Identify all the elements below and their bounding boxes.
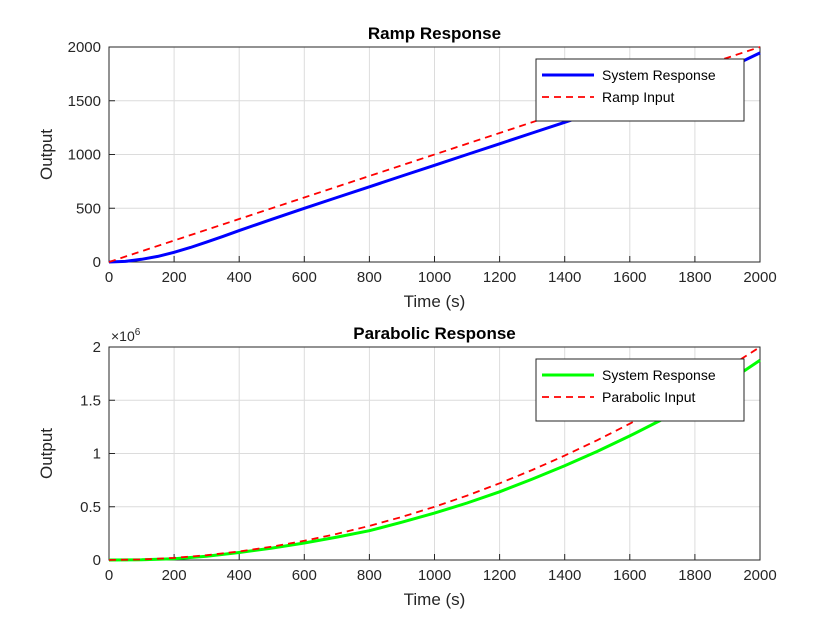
exponent-power: 6: [135, 327, 141, 338]
series-line-1: [108, 359, 761, 562]
x-tick-label: 1800: [678, 269, 711, 286]
x-tick-label: 1600: [613, 567, 646, 584]
x-tick-label: 400: [227, 269, 252, 286]
plot-border: [108, 346, 761, 561]
y-exponent-label: ×106: [111, 327, 141, 344]
x-tick-label: 600: [292, 567, 317, 584]
y-axis-label: Output: [37, 129, 56, 180]
x-tick-label: 200: [162, 269, 187, 286]
legend-label: Ramp Input: [602, 89, 674, 105]
legend-label: System Response: [602, 67, 716, 83]
x-axis-label: Time (s): [404, 590, 466, 609]
y-tick-label: 1: [93, 446, 101, 463]
legend-label: System Response: [602, 367, 716, 383]
x-tick-label: 800: [357, 269, 382, 286]
x-tick-label: 1800: [678, 567, 711, 584]
x-tick-label: 2000: [743, 269, 776, 286]
y-tick-label: 2000: [68, 39, 101, 56]
x-tick-label: 2000: [743, 567, 776, 584]
chart-title: Ramp Response: [368, 24, 501, 43]
y-tick-label: 500: [76, 200, 101, 217]
x-tick-label: 800: [357, 567, 382, 584]
x-tick-label: 600: [292, 269, 317, 286]
x-tick-label: 1000: [418, 269, 451, 286]
y-tick-label: 0: [93, 552, 101, 569]
x-tick-label: 0: [105, 269, 113, 286]
x-tick-label: 1400: [548, 567, 581, 584]
legend: System Response Parabolic Input: [535, 358, 745, 422]
y-tick-label: 1.5: [80, 392, 101, 409]
x-axis-label: Time (s): [404, 292, 466, 311]
x-tick-label: 0: [105, 567, 113, 584]
legend-box: [535, 358, 745, 422]
x-tick-label: 1200: [483, 269, 516, 286]
x-tick-label: 1200: [483, 567, 516, 584]
y-tick-label: 0: [93, 254, 101, 271]
legend-box: [535, 58, 745, 122]
chart-title: Parabolic Response: [353, 324, 516, 343]
x-tick-label: 400: [227, 567, 252, 584]
plot-border: [108, 46, 761, 263]
chart-2: 0 200 400 600 800 1000 1200 1400 1600 1800 2000 0 0.…: [37, 324, 777, 609]
x-tick-label: 200: [162, 567, 187, 584]
legend-label: Parabolic Input: [602, 389, 696, 405]
legend: System Response Ramp Input: [535, 58, 745, 122]
y-tick-label: 2: [93, 339, 101, 356]
exponent-base: ×10: [111, 328, 135, 344]
x-tick-label: 1000: [418, 567, 451, 584]
x-tick-label: 1400: [548, 269, 581, 286]
series-line-2: [108, 46, 761, 263]
x-tick-label: 1600: [613, 269, 646, 286]
y-axis-label: Output: [37, 428, 56, 479]
chart-1: 0 200 400 600 800 1000 1200 1400 1600 1800 2000 0 50…: [37, 24, 777, 311]
y-tick-label: 1500: [68, 93, 101, 110]
y-tick-label: 1000: [68, 147, 101, 164]
y-tick-label: 0.5: [80, 499, 101, 516]
